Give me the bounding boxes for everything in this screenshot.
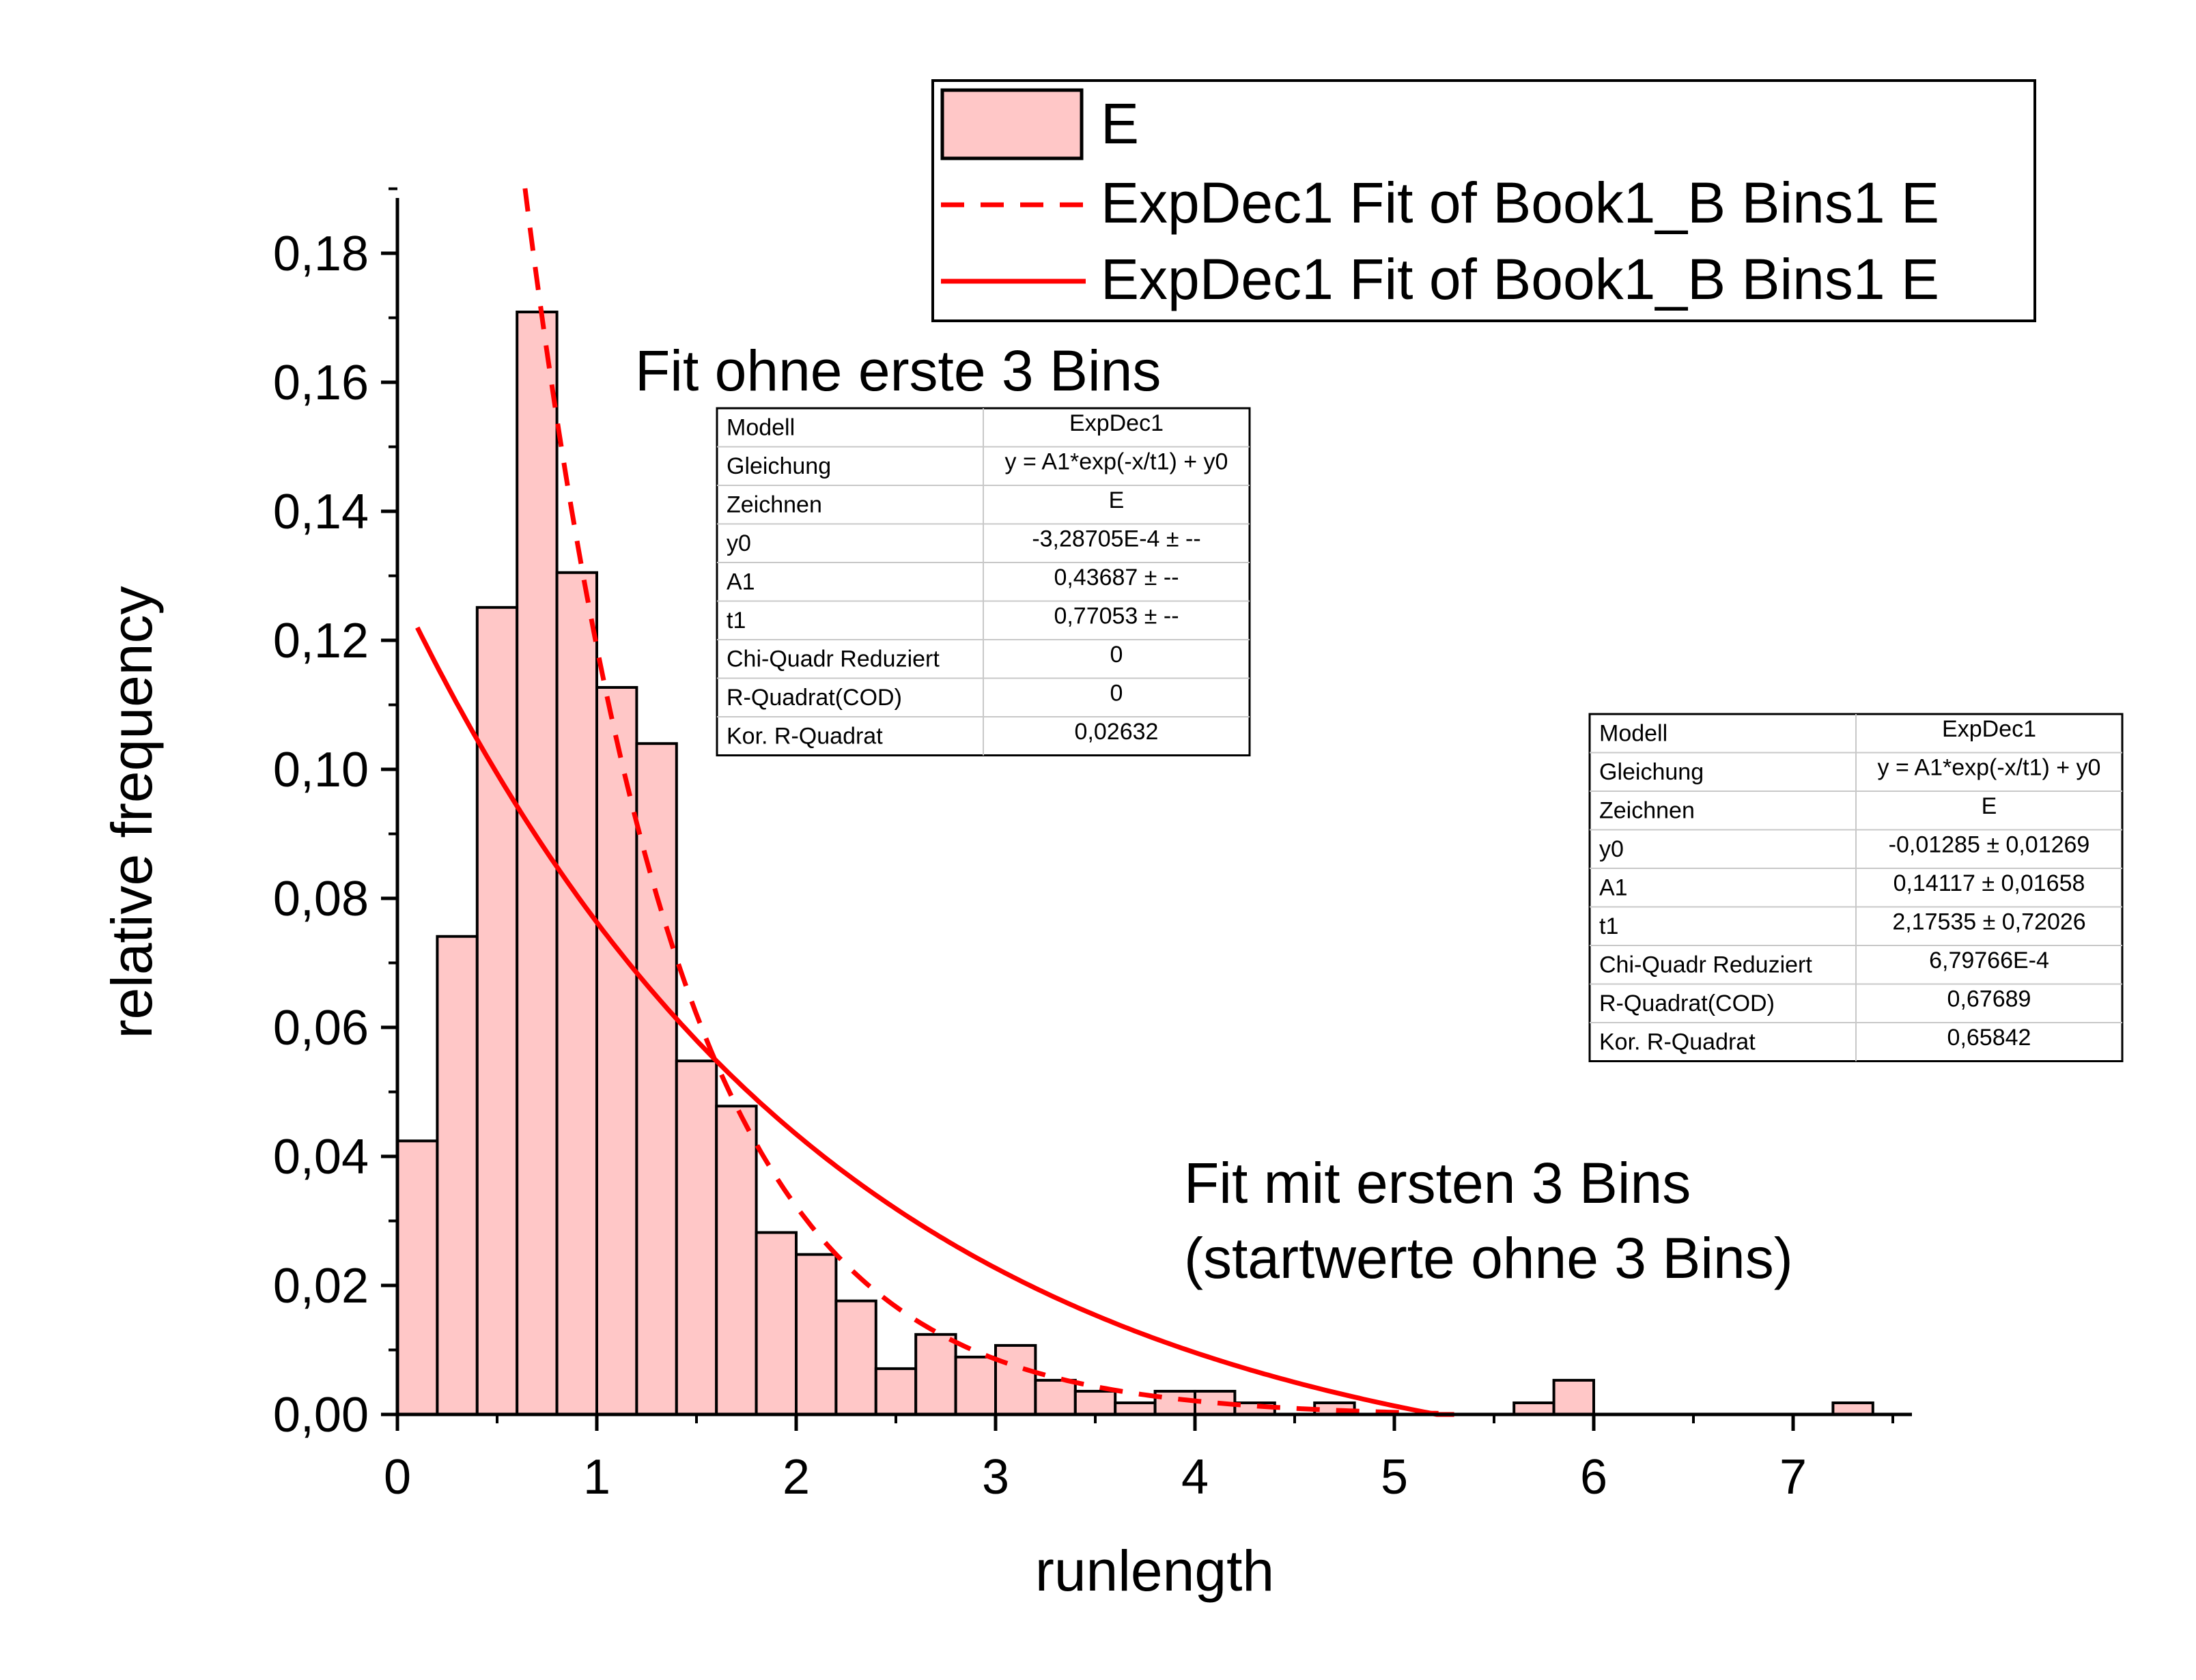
y-tick-label: 0,02	[273, 1259, 369, 1313]
fit-table-without-first-bins: Modell ExpDec1 Gleichung y = A1*exp(-x/t1) …	[716, 407, 1251, 756]
table-key-cell: Zeichnen	[1599, 798, 1695, 824]
x-tick-label: 4	[1181, 1450, 1209, 1505]
annotation-fit-ohne: Fit ohne erste 3 Bins	[635, 339, 1161, 403]
bar	[755, 1231, 798, 1416]
table-value-cell: y = A1*exp(-x/t1) + y0	[1878, 754, 2101, 780]
table-value-cell: 0,02632	[1075, 719, 1159, 745]
legend-frame	[931, 79, 2036, 322]
fits-layer	[415, 188, 1454, 1417]
bar	[436, 935, 479, 1416]
y-tick-label: 0,10	[273, 743, 369, 797]
table-value-cell: 2,17535 ± 0,72026	[1892, 909, 2085, 935]
bar	[834, 1299, 877, 1416]
bar	[1114, 1401, 1157, 1416]
bars-layer	[396, 310, 1874, 1416]
y-axis-title: relative frequency	[100, 586, 164, 1038]
table-key-cell: t1	[727, 608, 746, 633]
table-key-cell: A1	[1599, 875, 1628, 901]
y-tick-label: 0,04	[273, 1130, 369, 1184]
table-key-cell: Chi-Quadr Reduziert	[1599, 952, 1812, 978]
bar	[874, 1367, 918, 1416]
bar	[1512, 1401, 1556, 1416]
bar	[954, 1355, 997, 1416]
x-tick-label: 7	[1779, 1450, 1807, 1505]
table-value-cell: 0,43687 ± --	[1054, 565, 1179, 590]
bar	[516, 310, 559, 1416]
x-tick-label: 0	[384, 1450, 411, 1505]
table-key-cell: Kor. R-Quadrat	[1599, 1029, 1756, 1055]
table-key-cell: Modell	[727, 415, 795, 441]
bar	[595, 685, 638, 1416]
bar	[396, 1139, 439, 1416]
legend-label-dashed-fit: ExpDec1 Fit of Book1_B Bins1 E	[1101, 171, 1939, 235]
y-tick-label: 0,16	[273, 356, 369, 410]
table-key-cell: t1	[1599, 913, 1618, 939]
annotation-fit-mit-line2: (startwerte ohne 3 Bins)	[1184, 1226, 1793, 1290]
y-tick-label: 0,06	[273, 1001, 369, 1055]
table-key-cell: y0	[727, 530, 751, 556]
table-value-cell: E	[1982, 793, 1997, 819]
y-tick-label: 0,14	[273, 485, 369, 539]
table-value-cell: 0,77053 ± --	[1054, 603, 1179, 629]
legend-bar-swatch	[940, 88, 1084, 160]
table-key-cell: y0	[1599, 836, 1624, 862]
table-key-cell: Kor. R-Quadrat	[727, 724, 883, 750]
table-value-cell: ExpDec1	[1069, 410, 1164, 436]
x-tick-label: 2	[783, 1450, 810, 1505]
y-tick-label: 0,00	[273, 1388, 369, 1442]
x-tick-label: 6	[1580, 1450, 1607, 1505]
bar	[914, 1333, 957, 1416]
table-key-cell: R-Quadrat(COD)	[727, 685, 902, 711]
table-value-cell: E	[1109, 487, 1125, 513]
bar	[715, 1105, 758, 1416]
bar	[635, 742, 678, 1416]
x-tick-label: 1	[583, 1450, 610, 1505]
x-axis-title: runlength	[1035, 1539, 1274, 1603]
table-value-cell: -0,01285 ± 0,01269	[1889, 831, 2090, 857]
bar	[555, 571, 598, 1416]
legend: E ExpDec1 Fit of Book1_B Bins1 E ExpDec1…	[931, 79, 2036, 322]
fit-curve-dashed	[522, 188, 1454, 1416]
y-tick-label: 0,18	[273, 227, 369, 281]
bar	[1073, 1389, 1117, 1416]
table-value-cell: 0	[1110, 680, 1123, 706]
table-key-cell: Chi-Quadr Reduziert	[727, 646, 940, 672]
table-value-cell: y = A1*exp(-x/t1) + y0	[1005, 449, 1228, 474]
fit-table-with-first-bins: Modell ExpDec1 Gleichung y = A1*exp(-x/t1) …	[1588, 713, 2124, 1062]
table-value-cell: 0,67689	[1947, 986, 2031, 1012]
table-key-cell: R-Quadrat(COD)	[1599, 991, 1775, 1016]
table-value-cell: -3,28705E-4 ± --	[1032, 526, 1200, 552]
table-value-cell: 0,65842	[1947, 1025, 2031, 1051]
fit-curve-solid	[415, 626, 1454, 1417]
table-key-cell: Gleichung	[1599, 759, 1704, 785]
bar	[1552, 1378, 1596, 1416]
legend-label-solid-fit: ExpDec1 Fit of Book1_B Bins1 E	[1101, 247, 1939, 311]
table-key-cell: A1	[727, 569, 755, 595]
bar	[1831, 1401, 1874, 1416]
table-value-cell: 6,79766E-4	[1929, 948, 2049, 973]
table-key-cell: Modell	[1599, 721, 1667, 747]
x-tick-label: 5	[1381, 1450, 1408, 1505]
legend-label-bars: E	[1101, 91, 1139, 156]
ticks-layer: 0 1 2 3 4 5 6 7 0,00 0,02 0,04 0,06 0,08 0,10 0,12 0,14…	[273, 187, 1894, 1505]
annotation-fit-mit-line1: Fit mit ersten 3 Bins	[1184, 1151, 1691, 1215]
table-value-cell: 0,14117 ± 0,01658	[1894, 870, 2085, 896]
x-tick-label: 3	[982, 1450, 1009, 1505]
bar	[994, 1343, 1037, 1416]
bar	[675, 1059, 718, 1416]
table-value-cell: 0	[1110, 642, 1123, 668]
table-key-cell: Gleichung	[727, 453, 831, 479]
table-key-cell: Zeichnen	[727, 492, 822, 518]
axes-layer	[395, 198, 1912, 1416]
y-tick-label: 0,08	[273, 872, 369, 926]
table-value-cell: ExpDec1	[1942, 716, 2036, 742]
y-tick-label: 0,12	[273, 614, 369, 668]
bar	[1034, 1378, 1077, 1416]
bar	[475, 606, 519, 1416]
bar	[795, 1253, 838, 1416]
